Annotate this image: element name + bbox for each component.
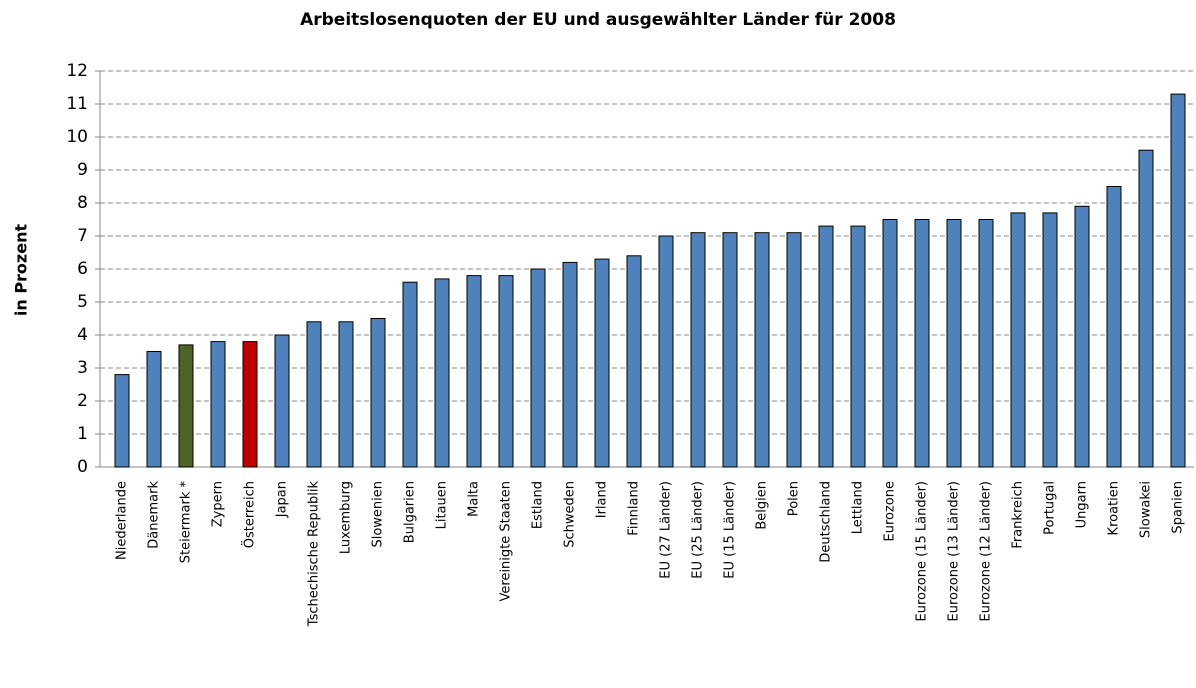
- bar: [882, 219, 898, 468]
- x-tick-label: Frankreich: [1011, 481, 1026, 549]
- x-tick-label: Portugal: [1043, 481, 1058, 535]
- bar: [946, 219, 962, 468]
- x-tick-label: Slowakei: [1139, 481, 1154, 538]
- x-tick-label: Slowenien: [371, 481, 386, 548]
- x-tick-label: Österreich: [241, 481, 258, 548]
- x-tick-label: Japan: [275, 481, 290, 518]
- bar: [146, 351, 162, 468]
- x-tick-label: EU (25 Länder): [691, 481, 706, 579]
- y-tick-label: 0: [77, 457, 88, 477]
- x-tick-label: Eurozone: [883, 481, 898, 541]
- y-tick-label: 10: [66, 127, 88, 147]
- x-tick-label: Niederlande: [115, 481, 130, 560]
- bar: [754, 232, 770, 468]
- bar: [562, 261, 578, 468]
- bar: [690, 232, 706, 468]
- x-tick-label: Luxemburg: [339, 481, 354, 554]
- y-tick-label: 5: [77, 292, 88, 312]
- bar: [434, 278, 450, 468]
- x-tick-label: Belgien: [755, 481, 770, 530]
- y-tick-label: 8: [77, 193, 88, 213]
- bar: [1138, 149, 1154, 468]
- bar: [402, 281, 418, 468]
- bar: [594, 258, 610, 468]
- x-tick-label: Eurozone (13 Länder): [947, 481, 962, 621]
- bar: [466, 275, 482, 468]
- x-tick-label: Spanien: [1171, 481, 1186, 534]
- bar: [1106, 186, 1122, 468]
- y-tick-label: 7: [77, 226, 88, 246]
- x-tick-label: Vereinigte Staaten: [499, 481, 514, 602]
- bar: [1010, 212, 1026, 468]
- y-tick-label: 2: [77, 391, 88, 411]
- x-tick-label: Eurozone (15 Länder): [915, 481, 930, 621]
- bar: [242, 341, 258, 468]
- y-tick-label: 1: [77, 424, 88, 444]
- x-tick-label: Kroatien: [1107, 481, 1122, 535]
- bar: [626, 255, 642, 468]
- bar: [658, 235, 674, 468]
- x-tick-label: EU (27 Länder): [659, 481, 674, 579]
- bar: [786, 232, 802, 468]
- x-tick-label: Estland: [531, 481, 546, 529]
- x-tick-label: Dänemark: [147, 481, 162, 549]
- x-tick-label: Litauen: [435, 481, 450, 529]
- x-tick-label: Malta: [467, 481, 482, 517]
- bar: [914, 219, 930, 468]
- bar: [818, 225, 834, 468]
- x-tick-label: EU (15 Länder): [723, 481, 738, 579]
- bar: [978, 219, 994, 468]
- bar: [274, 334, 290, 468]
- bar: [850, 225, 866, 468]
- x-tick-label: Deutschland: [819, 481, 834, 563]
- y-tick-label: 11: [66, 94, 88, 114]
- x-tick-label: Polen: [787, 481, 802, 516]
- y-tick-label: 3: [77, 358, 88, 378]
- bar: [1170, 93, 1186, 468]
- y-tick-label: 6: [77, 259, 88, 279]
- bar: [1042, 212, 1058, 468]
- y-tick-label: 12: [66, 61, 88, 81]
- y-tick-label: 4: [77, 325, 88, 345]
- bar: [498, 275, 514, 468]
- bar: [306, 321, 322, 468]
- x-tick-label: Finnland: [627, 481, 642, 536]
- x-tick-label: Tschechische Republik: [307, 481, 322, 628]
- y-axis-label: in Prozent: [12, 224, 31, 317]
- bar: [1074, 205, 1090, 468]
- chart-title: Arbeitslosenquoten der EU und ausgewählt…: [300, 10, 896, 30]
- x-tick-label: Irland: [595, 481, 610, 518]
- x-tick-label: Schweden: [563, 481, 578, 548]
- bar: [338, 321, 354, 468]
- x-tick-label: Steiermark *: [179, 481, 194, 564]
- y-tick-label: 9: [77, 160, 88, 180]
- x-tick-label: Bulgarien: [403, 481, 418, 543]
- x-tick-label: Lettland: [851, 481, 866, 534]
- bar: [210, 341, 226, 468]
- x-tick-label: Zypern: [211, 481, 226, 527]
- bar: [530, 268, 546, 468]
- x-tick-label: Ungarn: [1075, 481, 1090, 528]
- bar: [114, 374, 130, 468]
- bar: [722, 232, 738, 468]
- bar: [178, 344, 194, 468]
- bar: [370, 318, 386, 468]
- x-tick-label: Eurozone (12 Länder): [979, 481, 994, 621]
